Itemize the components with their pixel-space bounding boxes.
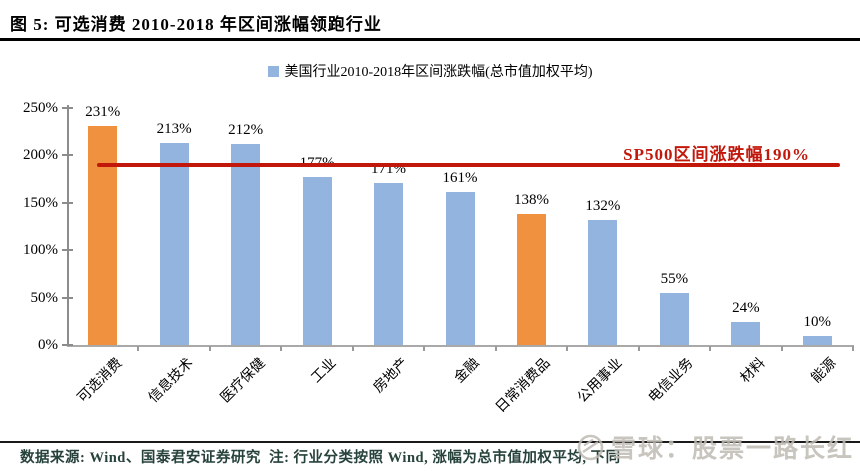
y-axis-tick xyxy=(62,249,73,252)
y-axis-tick-label: 150% xyxy=(23,194,58,211)
x-axis-label: 电信业务 xyxy=(646,355,697,407)
x-axis-label: 金融 xyxy=(452,355,483,387)
x-axis-label: 房地产 xyxy=(370,355,411,397)
figure-title: 图 5: 可选消费 2010-2018 年区间涨幅领跑行业 xyxy=(10,15,382,34)
source-note: 数据来源: Wind、国泰君安证券研究 注: 行业分类按照 Wind, 涨幅为总… xyxy=(20,450,621,466)
bar-金融 xyxy=(445,192,475,345)
bar-能源 xyxy=(802,335,832,345)
watermark-text: 雪球：股票一路长红 xyxy=(611,435,855,463)
x-axis-line xyxy=(67,345,854,347)
x-axis-label: 公用事业 xyxy=(575,355,626,407)
footer-rule xyxy=(0,441,860,443)
x-axis-tick xyxy=(494,346,497,351)
y-axis-line xyxy=(67,105,69,346)
legend-label: 美国行业2010-2018年区间涨跌幅(总市值加权平均) xyxy=(284,65,593,80)
y-axis-tick xyxy=(62,201,73,204)
bar-医疗保健 xyxy=(231,144,261,345)
x-axis-tick xyxy=(208,346,211,351)
xueqiu-logo-icon xyxy=(577,434,604,460)
bar-value-label: 138% xyxy=(513,192,549,209)
y-axis-tick-label: 100% xyxy=(23,242,58,259)
bar-房地产 xyxy=(374,182,404,345)
x-axis-label: 日常消费品 xyxy=(493,355,554,416)
x-axis-tick xyxy=(280,346,283,351)
x-axis-label: 可选消费 xyxy=(74,355,126,407)
sp500-reference-label: SP500区间涨跌幅190% xyxy=(623,145,810,164)
title-underline xyxy=(0,38,860,41)
x-axis-tick xyxy=(566,346,569,351)
x-axis-label: 材料 xyxy=(737,355,769,387)
y-axis-tick xyxy=(62,107,73,109)
legend-marker-icon xyxy=(267,65,279,77)
watermark: 雪球：股票一路长红 xyxy=(577,429,854,465)
x-axis-label: 工业 xyxy=(309,355,340,387)
y-axis-tick xyxy=(62,296,73,299)
bar-日常消费品 xyxy=(516,214,546,345)
x-axis-tick xyxy=(852,346,854,351)
bar-电信业务 xyxy=(659,292,689,345)
bar-工业 xyxy=(302,177,332,345)
bar-材料 xyxy=(731,322,761,345)
bar-value-label: 10% xyxy=(803,313,832,330)
x-axis-tick xyxy=(351,346,354,351)
bar-value-label: 212% xyxy=(228,122,264,139)
x-axis-label: 能源 xyxy=(809,355,840,387)
y-axis-tick xyxy=(62,344,73,346)
bar-信息技术 xyxy=(159,143,189,345)
chart-legend: 美国行业2010-2018年区间涨跌幅(总市值加权平均) xyxy=(0,61,860,81)
x-axis-tick xyxy=(137,346,140,351)
bar-公用事业 xyxy=(588,219,618,345)
x-axis-tick xyxy=(709,346,712,351)
bar-value-label: 161% xyxy=(442,170,478,187)
sp500-reference-line xyxy=(97,162,840,167)
x-axis-label: 医疗保健 xyxy=(217,355,269,407)
x-axis-tick xyxy=(423,346,426,351)
x-axis-label: 信息技术 xyxy=(146,355,197,407)
bar-value-label: 213% xyxy=(156,121,192,138)
y-axis-tick-label: 250% xyxy=(23,100,58,116)
bar-可选消费 xyxy=(88,126,118,345)
bar-value-label: 55% xyxy=(660,270,689,287)
bar-value-label: 132% xyxy=(585,197,621,214)
x-axis-tick xyxy=(637,346,640,351)
y-axis-tick-label: 50% xyxy=(30,289,59,306)
bar-value-label: 231% xyxy=(85,104,121,120)
y-axis-tick-label: 200% xyxy=(23,147,58,164)
x-axis-tick xyxy=(780,346,783,351)
y-axis-tick-label: 0% xyxy=(38,337,58,353)
y-axis-tick xyxy=(62,154,73,157)
bar-value-label: 24% xyxy=(732,300,760,317)
